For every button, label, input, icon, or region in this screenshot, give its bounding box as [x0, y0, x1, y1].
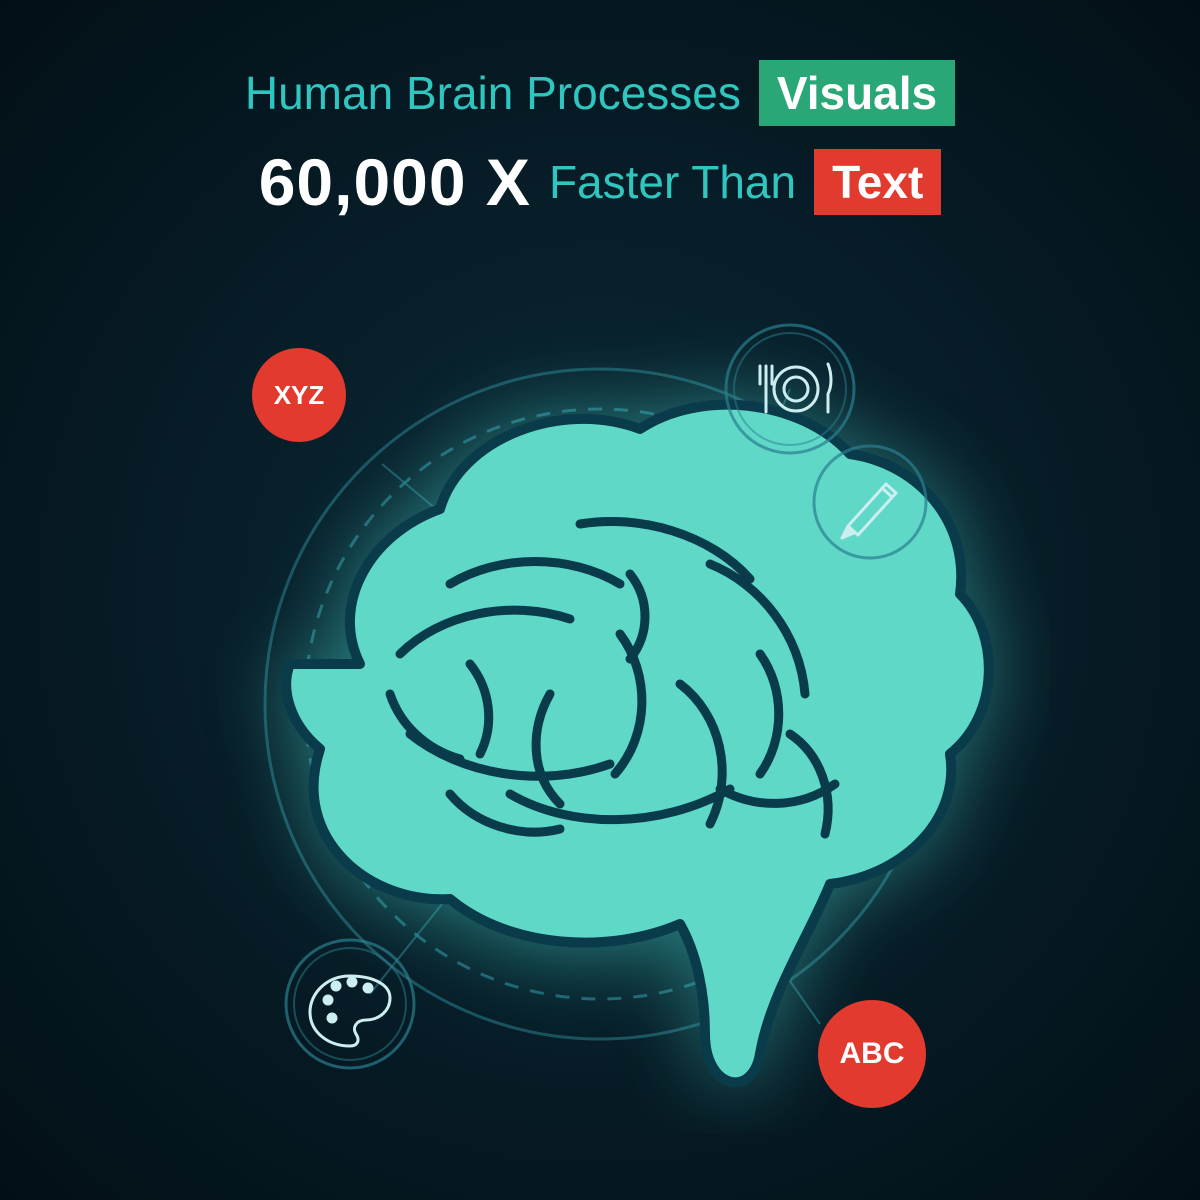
headline-part-1: Human Brain Processes — [245, 66, 741, 120]
headline-60000x: 60,000 X — [259, 144, 531, 220]
headline-line-2: 60,000 X Faster Than Text — [0, 144, 1200, 220]
chip-visuals: Visuals — [759, 60, 955, 126]
chip-text: Text — [814, 149, 941, 215]
headline-line-1: Human Brain Processes Visuals — [0, 60, 1200, 126]
badge-abc: ABC — [818, 1000, 926, 1108]
badge-abc-label: ABC — [840, 1037, 905, 1071]
headline: Human Brain Processes Visuals 60,000 X F… — [0, 60, 1200, 220]
badge-xyz-label: XYZ — [274, 380, 325, 411]
badge-xyz: XYZ — [252, 348, 346, 442]
headline-faster-than: Faster Than — [549, 155, 796, 209]
